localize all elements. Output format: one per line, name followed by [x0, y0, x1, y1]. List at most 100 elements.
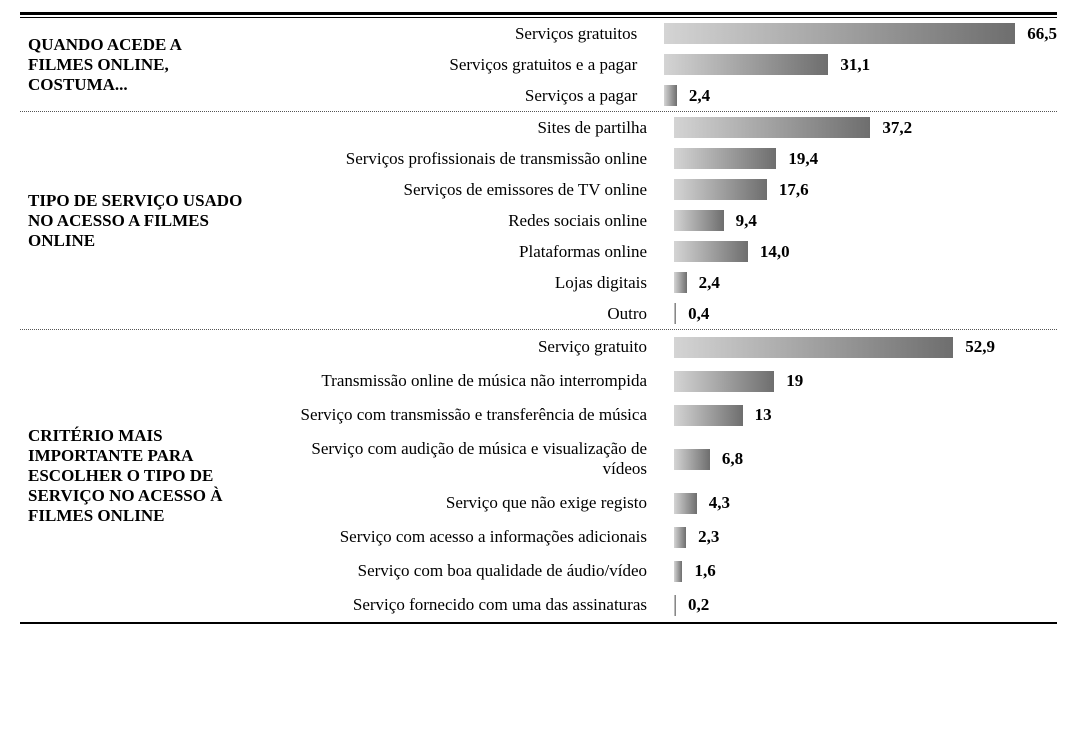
row: Plataformas online 14,0 — [290, 236, 1057, 267]
value-label: 0,4 — [688, 303, 710, 323]
bar-cell: 19,4 — [674, 148, 1057, 169]
bar-cell: 37,2 — [674, 117, 1057, 138]
value-label: 2,3 — [698, 527, 720, 546]
rows: Serviço gratuito 52,9 Transmissão online d… — [290, 330, 1057, 622]
category-label: Transmissão online de música não interro… — [321, 371, 647, 390]
value-label: 66,5 — [1027, 23, 1057, 43]
row: Serviço que não exige registo 4,3 — [290, 486, 1057, 520]
category-label: Lojas digitais — [554, 272, 647, 292]
bar — [674, 594, 676, 616]
bar — [674, 404, 743, 426]
value-label: 19 — [786, 371, 804, 390]
bar-cell: 9,4 — [674, 210, 1057, 231]
value-label: 13 — [754, 405, 772, 424]
bar — [674, 148, 777, 169]
bar — [674, 370, 775, 392]
value-label: 37,2 — [882, 117, 913, 137]
bar-cell: 31,1 — [664, 54, 1057, 75]
bar-cell: 1,6 — [674, 560, 1057, 582]
bar — [674, 272, 687, 293]
value-label: 2,4 — [698, 272, 720, 292]
group: CRITÉRIO MAIS IMPORTANTE PARA ESCOLHER O… — [20, 329, 1057, 622]
bar — [674, 448, 710, 470]
group-title: QUANDO ACEDE A FILMES ONLINE, COSTUMA... — [28, 34, 182, 94]
category-label: Serviços profissionais de transmissão on… — [345, 148, 647, 168]
bar — [664, 85, 677, 106]
row: Serviço com audição de música e visualiz… — [290, 432, 1057, 486]
value-label: 2,4 — [688, 85, 711, 105]
value-label: 0,2 — [688, 595, 710, 614]
bar — [674, 526, 687, 548]
bar — [674, 336, 954, 358]
category-label: Serviço fornecido com uma das assinatura… — [352, 595, 647, 614]
category-label: Serviços a pagar — [524, 85, 638, 105]
bar-cell: 66,5 — [664, 23, 1057, 44]
category-label: Serviço com acesso a informações adicion… — [339, 527, 647, 546]
bar-cell: 0,2 — [674, 594, 1057, 616]
row: Serviço com boa qualidade de áudio/vídeo… — [290, 554, 1057, 588]
bar — [674, 210, 724, 231]
category-label: Serviço com boa qualidade de áudio/vídeo — [357, 561, 647, 580]
bar — [674, 560, 683, 582]
category-label: Serviço com transmissão e transferência … — [300, 405, 647, 424]
row: Serviços de emissores de TV online 17,6 — [290, 174, 1057, 205]
bar-cell: 2,4 — [664, 85, 1057, 106]
category-label: Sites de partilha — [537, 117, 647, 137]
category-label: Serviço gratuito — [537, 337, 647, 356]
category-label: Serviço que não exige registo — [445, 493, 647, 512]
group-title: TIPO DE SERVIÇO USADO NO ACESSO A FILMES… — [28, 190, 243, 250]
group: TIPO DE SERVIÇO USADO NO ACESSO A FILMES… — [20, 111, 1057, 329]
row: Serviço com transmissão e transferência … — [290, 398, 1057, 432]
bar-cell: 2,4 — [674, 272, 1057, 293]
row: Serviço fornecido com uma das assinatura… — [290, 588, 1057, 622]
top-rule — [20, 17, 1057, 18]
bar-cell: 17,6 — [674, 179, 1057, 200]
category-label: Redes sociais online — [508, 210, 647, 230]
rows: Serviços gratuitos 66,5 Serviços gratuitos… — [280, 18, 1057, 111]
category-label: Plataformas online — [519, 241, 647, 261]
bar-cell: 0,4 — [674, 303, 1057, 324]
row: Serviços a pagar 2,4 — [280, 80, 1057, 111]
bar-cell: 52,9 — [674, 336, 1057, 358]
bar — [674, 303, 677, 324]
top-rule — [20, 12, 1057, 15]
value-label: 9,4 — [735, 210, 757, 230]
category-label: Serviço com audição de música e visualiz… — [311, 439, 647, 478]
value-label: 52,9 — [965, 337, 995, 356]
value-label: 19,4 — [788, 148, 819, 168]
bar-cell: 6,8 — [674, 448, 1057, 470]
value-label: 4,3 — [708, 493, 730, 512]
row: Serviços gratuitos e a pagar 31,1 — [280, 49, 1057, 80]
bar-cell: 13 — [674, 404, 1057, 426]
group: QUANDO ACEDE A FILMES ONLINE, COSTUMA...… — [20, 18, 1057, 111]
groups: QUANDO ACEDE A FILMES ONLINE, COSTUMA...… — [0, 18, 1065, 622]
bar — [674, 117, 871, 138]
row: Transmissão online de música não interro… — [290, 364, 1057, 398]
category-label: Serviços de emissores de TV online — [403, 179, 647, 199]
value-label: 17,6 — [778, 179, 809, 199]
row: Redes sociais online 9,4 — [290, 205, 1057, 236]
bar — [664, 54, 829, 75]
bar-cell: 14,0 — [674, 241, 1057, 262]
rows: Sites de partilha 37,2 Serviços profission… — [290, 112, 1057, 329]
bar-cell: 2,3 — [674, 526, 1057, 548]
category-label: Outro — [607, 303, 647, 323]
value-label: 1,6 — [694, 561, 716, 580]
value-label: 6,8 — [721, 449, 744, 468]
bar — [674, 492, 697, 514]
category-label: Serviços gratuitos e a pagar — [449, 54, 638, 74]
bar — [674, 241, 748, 262]
category-label: Serviços gratuitos — [514, 23, 638, 43]
group-title: CRITÉRIO MAIS IMPORTANTE PARA ESCOLHER O… — [28, 426, 223, 525]
bar-cell: 19 — [674, 370, 1057, 392]
bar — [674, 179, 767, 200]
bar — [664, 23, 1016, 44]
value-label: 14,0 — [759, 241, 790, 261]
row: Serviço com acesso a informações adicion… — [290, 520, 1057, 554]
row: Serviços gratuitos 66,5 — [280, 18, 1057, 49]
row: Serviços profissionais de transmissão on… — [290, 143, 1057, 174]
row: Lojas digitais 2,4 — [290, 267, 1057, 298]
bottom-rule — [20, 622, 1057, 624]
value-label: 31,1 — [840, 54, 871, 74]
